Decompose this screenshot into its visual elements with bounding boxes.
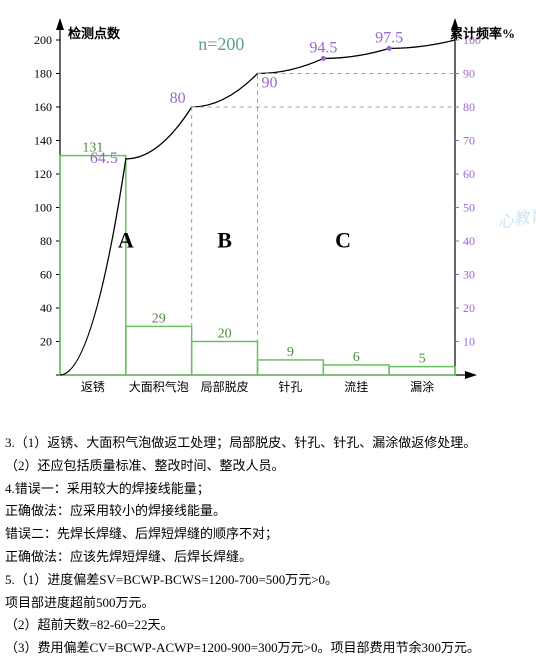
svg-text:70: 70 [463, 134, 475, 148]
answer-line: 3.（1）返锈、大面积气泡做返工处理；局部脱皮、针孔、针孔、漏涂做返修处理。 [5, 433, 531, 454]
answer-line: 项目部进度超前500万元。 [5, 593, 531, 614]
svg-text:30: 30 [463, 268, 475, 282]
svg-text:A: A [118, 228, 134, 253]
svg-text:140: 140 [34, 134, 52, 148]
svg-text:20: 20 [40, 335, 52, 349]
svg-text:C: C [335, 228, 351, 253]
svg-text:64.5: 64.5 [90, 150, 118, 167]
svg-text:80: 80 [170, 90, 186, 107]
svg-text:检测点数: 检测点数 [68, 26, 121, 41]
svg-text:20: 20 [463, 301, 475, 315]
svg-text:50: 50 [463, 201, 475, 215]
svg-text:10: 10 [463, 335, 475, 349]
svg-text:97.5: 97.5 [375, 29, 403, 46]
svg-text:94.5: 94.5 [309, 39, 337, 56]
svg-text:流挂: 流挂 [344, 380, 368, 394]
svg-text:29: 29 [152, 311, 166, 326]
answer-line: 5.（1）进度偏差SV=BCWP-BCWS=1200-700=500万元>0。 [5, 570, 531, 591]
svg-text:200: 200 [34, 33, 52, 47]
svg-text:大面积气泡: 大面积气泡 [129, 379, 189, 394]
svg-text:180: 180 [34, 67, 52, 81]
svg-text:80: 80 [463, 100, 475, 114]
answer-line: 错误二：先焊长焊缝、后焊短焊缝的顺序不对； [5, 524, 531, 545]
svg-text:返锈: 返锈 [81, 380, 105, 394]
svg-text:80: 80 [40, 234, 52, 248]
svg-text:20: 20 [218, 327, 232, 342]
svg-text:6: 6 [353, 350, 360, 365]
svg-text:40: 40 [463, 234, 475, 248]
svg-text:120: 120 [34, 167, 52, 181]
svg-text:累计频率%: 累计频率% [450, 26, 515, 41]
svg-text:60: 60 [40, 268, 52, 282]
answer-line: （3）费用偏差CV=BCWP-ACWP=1200-900=300万元>0。项目部… [5, 638, 531, 659]
svg-text:漏涂: 漏涂 [410, 379, 434, 394]
svg-text:60: 60 [463, 167, 475, 181]
answer-line: 正确做法：应采用较小的焊接线能量。 [5, 501, 531, 522]
svg-text:100: 100 [34, 201, 52, 215]
svg-text:90: 90 [262, 75, 278, 92]
svg-text:90: 90 [463, 67, 475, 81]
pareto-chart: 20 40 60 80 100 120 140 160 180 200 检测点数 10 20 30 40 50… [5, 5, 525, 425]
answer-line: 4.错误一：采用较大的焊接线能量； [5, 479, 531, 500]
answer-line: （2）还应包括质量标准、整改时间、整改人员。 [5, 456, 531, 477]
svg-text:160: 160 [34, 100, 52, 114]
svg-text:40: 40 [40, 301, 52, 315]
answer-line: （2）超前天数=82-60=22天。 [5, 615, 531, 636]
svg-text:B: B [217, 228, 232, 253]
svg-text:局部脱皮: 局部脱皮 [201, 379, 249, 394]
answer-text: 3.（1）返锈、大面积气泡做返工处理；局部脱皮、针孔、针孔、漏涂做返修处理。 （… [5, 433, 531, 659]
svg-text:9: 9 [287, 345, 294, 360]
svg-text:5: 5 [419, 352, 426, 367]
answer-line: 正确做法：应该先焊短焊缝、后焊长焊缝。 [5, 547, 531, 568]
svg-text:n=200: n=200 [198, 34, 244, 54]
svg-text:针孔: 针孔 [278, 379, 302, 394]
